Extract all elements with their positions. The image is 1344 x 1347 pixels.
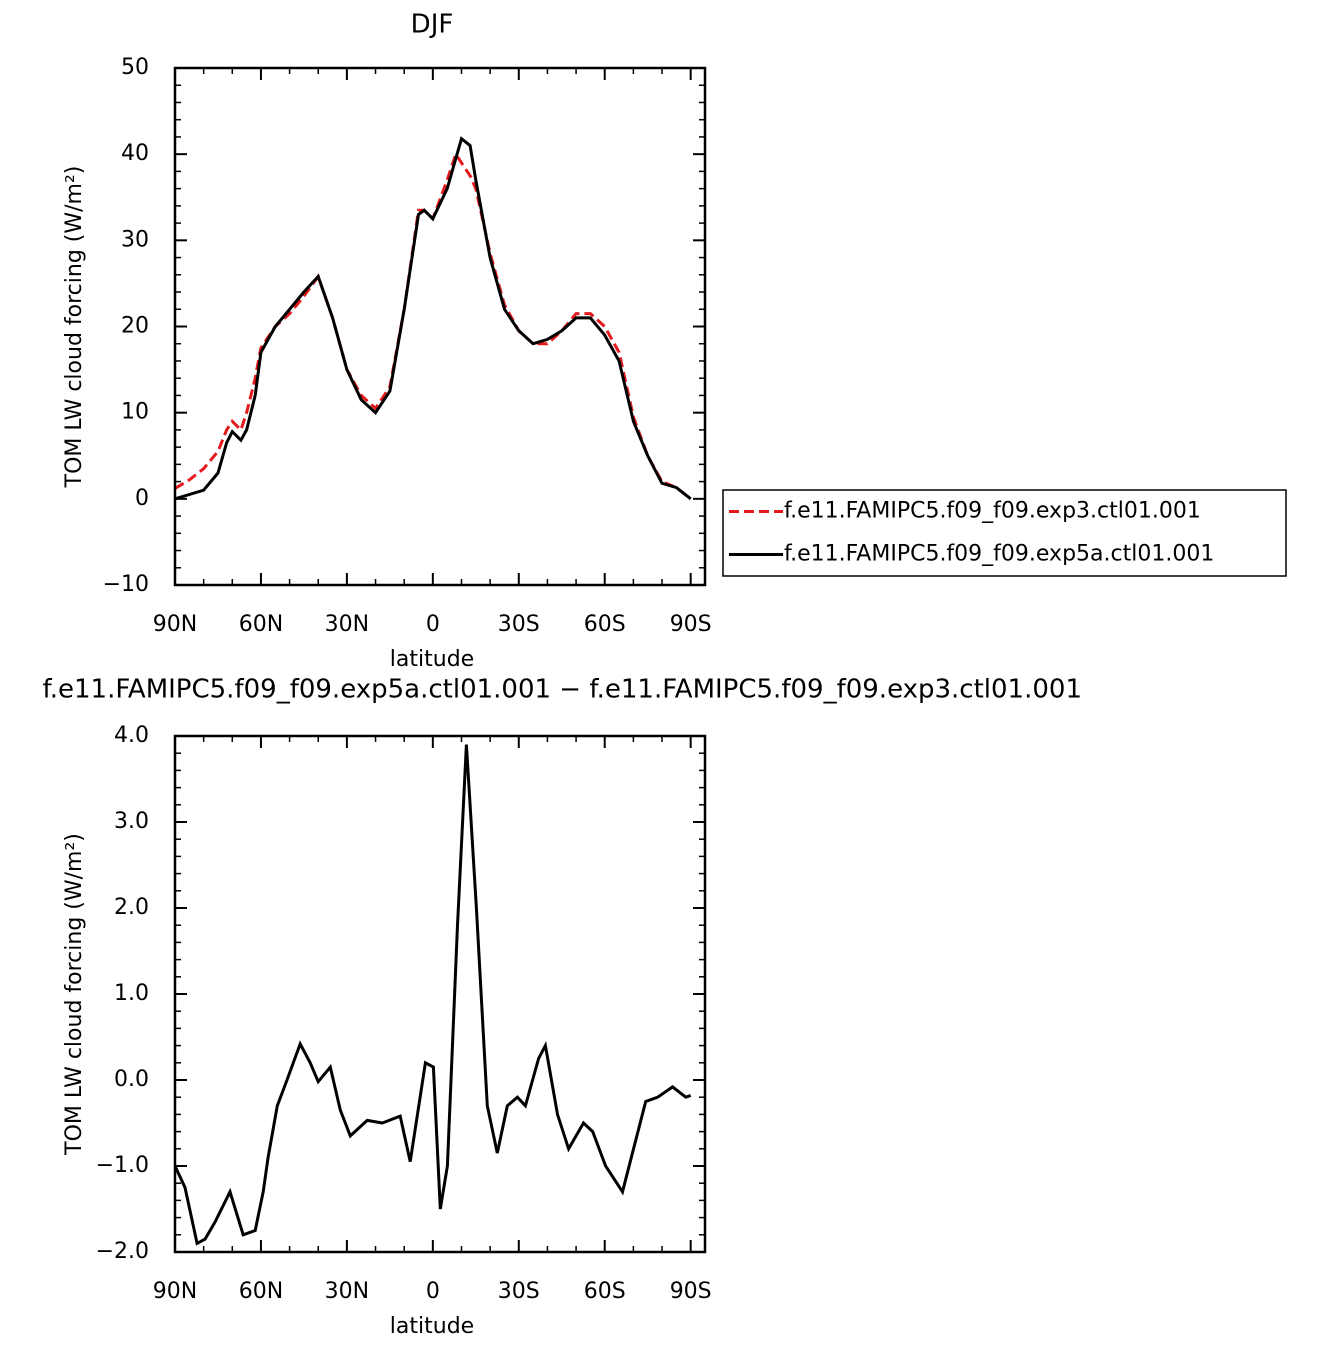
plot-frame <box>173 734 707 1254</box>
y-tick-label: −2.0 <box>96 1239 149 1264</box>
y-tick-label: 4.0 <box>114 723 149 748</box>
x-tick-label: 60N <box>239 612 283 637</box>
y-axis-label: TOM LW cloud forcing (W/m²) <box>62 833 87 1156</box>
x-tick-label: 30S <box>498 1279 540 1304</box>
y-tick-label: −10 <box>103 572 149 597</box>
x-tick-label: 90N <box>153 612 197 637</box>
legend-box <box>722 489 1287 577</box>
legend-label: f.e11.FAMIPC5.f09_f09.exp3.ctl01.001 <box>784 499 1201 524</box>
y-tick-label: 40 <box>121 141 149 166</box>
y-tick-label: 0 <box>135 486 149 511</box>
data-line <box>174 136 692 501</box>
data-line <box>173 744 692 1246</box>
x-tick-label: 30N <box>325 612 369 637</box>
y-tick-label: 10 <box>121 400 149 425</box>
x-tick-label: 30S <box>498 612 540 637</box>
x-axis-label: latitude <box>390 1314 474 1339</box>
plot-frame <box>173 66 707 587</box>
x-tick-label: 90S <box>670 1279 712 1304</box>
x-tick-label: 0 <box>426 1279 440 1304</box>
y-tick-label: 2.0 <box>114 895 149 920</box>
x-tick-label: 0 <box>426 612 440 637</box>
y-axis-label: TOM LW cloud forcing (W/m²) <box>62 166 87 489</box>
y-tick-label: 3.0 <box>114 809 149 834</box>
chart-title: f.e11.FAMIPC5.f09_f09.exp5a.ctl01.001 − … <box>42 675 1082 705</box>
x-tick-label: 90N <box>153 1279 197 1304</box>
chart-title: DJF <box>411 10 454 40</box>
data-line <box>174 150 692 500</box>
y-tick-label: 50 <box>121 55 149 80</box>
x-tick-label: 30N <box>325 1279 369 1304</box>
y-tick-label: 1.0 <box>114 981 149 1006</box>
x-axis-label: latitude <box>390 647 474 672</box>
x-tick-label: 60S <box>584 612 626 637</box>
x-tick-label: 90S <box>670 612 712 637</box>
legend-label: f.e11.FAMIPC5.f09_f09.exp5a.ctl01.001 <box>784 542 1214 567</box>
x-tick-label: 60N <box>239 1279 283 1304</box>
y-tick-label: 0.0 <box>114 1067 149 1092</box>
y-tick-label: 30 <box>121 227 149 252</box>
y-tick-label: −1.0 <box>96 1153 149 1178</box>
x-tick-label: 60S <box>584 1279 626 1304</box>
y-tick-label: 20 <box>121 314 149 339</box>
